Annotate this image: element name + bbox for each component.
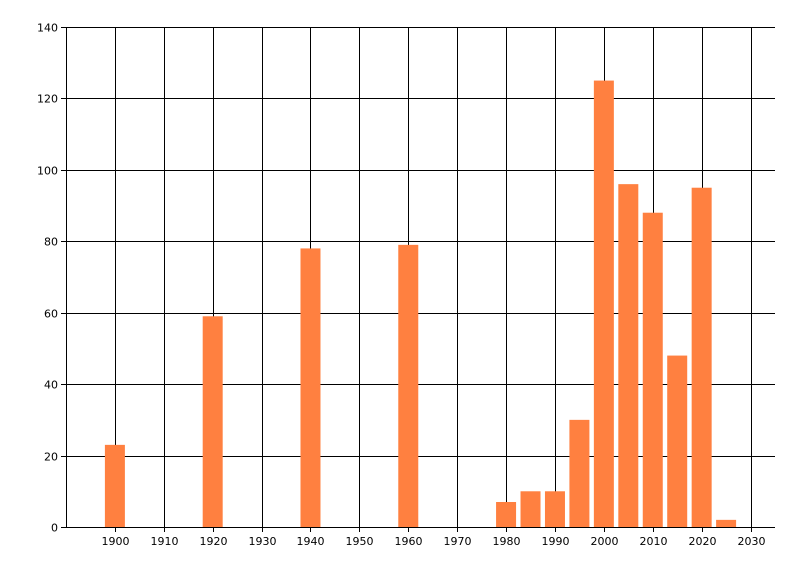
bar-1985: [520, 491, 541, 527]
x-tick-label: 1910: [151, 535, 179, 548]
bar-1900: [104, 444, 125, 527]
bar-1940: [300, 248, 321, 527]
bar-1960: [398, 244, 419, 527]
x-tick-label: 2030: [738, 535, 766, 548]
x-tick-label: 1970: [444, 535, 472, 548]
y-tick-label: 20: [44, 451, 58, 464]
y-tick-label: 0: [51, 522, 58, 535]
x-tick-label: 1930: [249, 535, 277, 548]
y-tick-label: 100: [37, 165, 58, 178]
bar-2020: [691, 187, 712, 527]
y-tick-label: 40: [44, 379, 58, 392]
x-tick-label: 2010: [640, 535, 668, 548]
x-tick-label: 1960: [395, 535, 423, 548]
x-tick-label: 1990: [542, 535, 570, 548]
axes: [66, 27, 775, 532]
bar-2015: [667, 355, 688, 527]
y-tick-label: 80: [44, 236, 58, 249]
bar-2000: [593, 80, 614, 528]
x-tick-label: 1920: [200, 535, 228, 548]
tick-labels: 0 20 40 60 80 100 120 140 1900 1910 1920 1930 1940 19…: [37, 22, 766, 549]
x-tick-label: 1900: [102, 535, 130, 548]
y-tick-label: 120: [37, 93, 58, 106]
y-tick-label: 60: [44, 308, 58, 321]
bars: [104, 80, 737, 528]
bar-1980: [496, 502, 517, 527]
bar-1920: [202, 316, 223, 527]
bar-2005: [618, 184, 639, 527]
y-tick-label: 140: [37, 22, 58, 35]
x-tick-label: 1950: [346, 535, 374, 548]
bar-2025: [716, 519, 737, 527]
bar-2010: [642, 212, 663, 527]
x-tick-label: 2000: [591, 535, 619, 548]
x-tick-label: 1940: [297, 535, 325, 548]
x-tick-label: 1980: [493, 535, 521, 548]
x-tick-label: 2020: [689, 535, 717, 548]
bar-1990: [544, 491, 565, 527]
bar-1995: [569, 419, 590, 527]
